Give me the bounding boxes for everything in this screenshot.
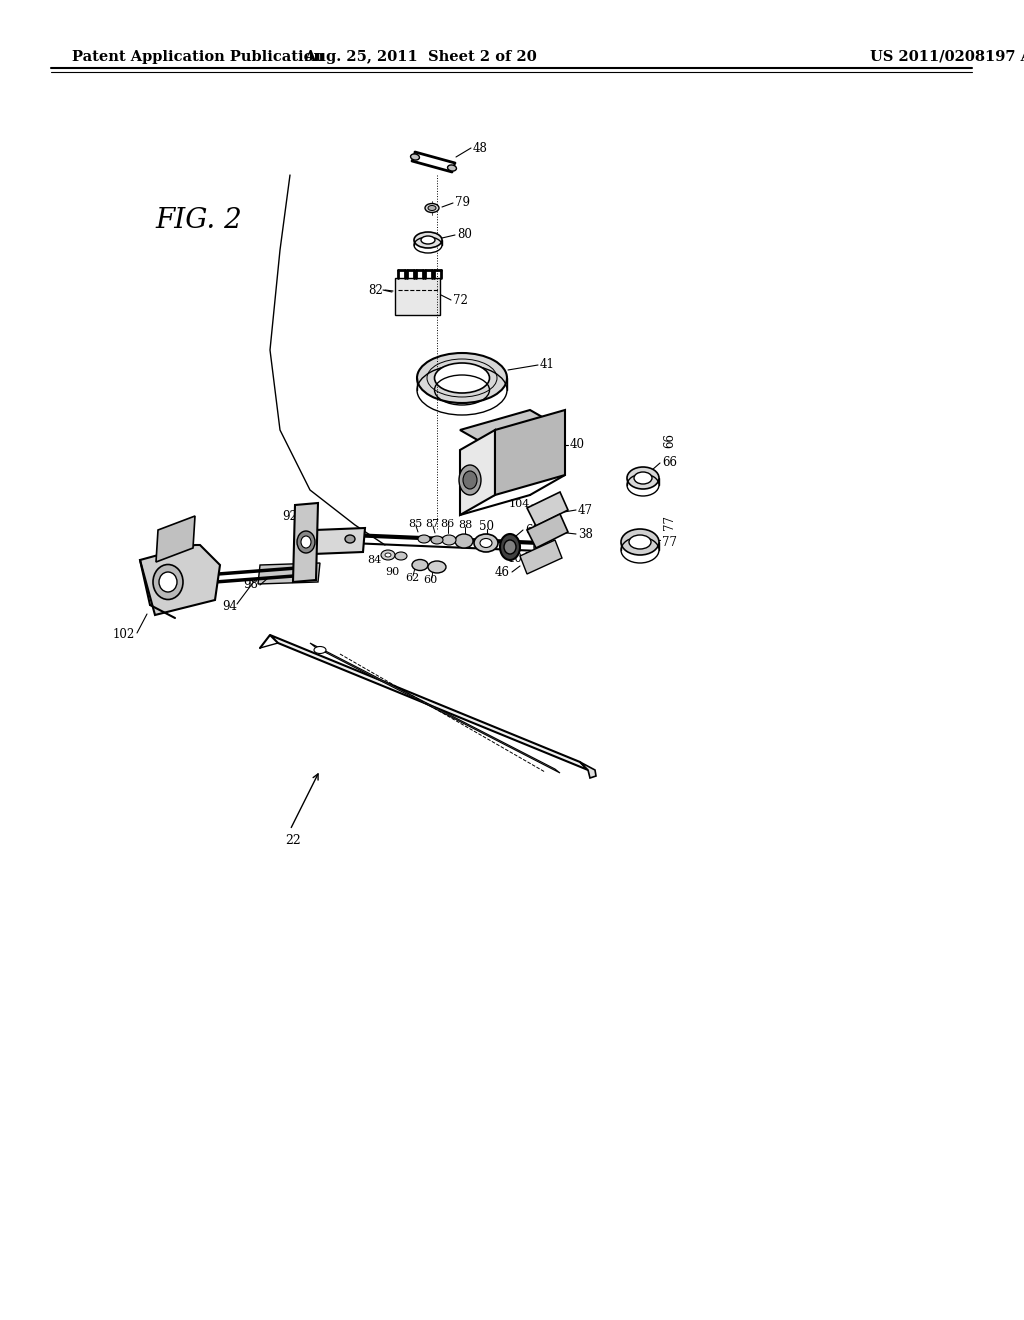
Text: 102: 102 bbox=[113, 628, 135, 642]
Ellipse shape bbox=[385, 553, 391, 557]
Polygon shape bbox=[140, 545, 220, 615]
Ellipse shape bbox=[428, 206, 436, 210]
Text: 38: 38 bbox=[578, 528, 593, 541]
Ellipse shape bbox=[634, 473, 652, 484]
Text: 82: 82 bbox=[369, 284, 383, 297]
Ellipse shape bbox=[345, 535, 355, 543]
Text: 46: 46 bbox=[495, 565, 510, 578]
Text: 84: 84 bbox=[367, 554, 381, 565]
Text: 85: 85 bbox=[408, 519, 422, 529]
Polygon shape bbox=[395, 279, 440, 315]
Ellipse shape bbox=[314, 647, 326, 653]
Ellipse shape bbox=[301, 536, 311, 548]
Text: 77: 77 bbox=[664, 515, 677, 531]
Text: 60: 60 bbox=[423, 576, 437, 585]
Text: US 2011/0208197 A1: US 2011/0208197 A1 bbox=[870, 50, 1024, 63]
Text: 47: 47 bbox=[578, 503, 593, 516]
Text: 79: 79 bbox=[455, 197, 470, 210]
Text: 87: 87 bbox=[425, 519, 439, 529]
Ellipse shape bbox=[474, 535, 498, 552]
Text: 72: 72 bbox=[453, 293, 468, 306]
Text: 90: 90 bbox=[385, 568, 399, 577]
Polygon shape bbox=[527, 492, 568, 525]
Text: 86: 86 bbox=[440, 519, 454, 529]
Text: 104: 104 bbox=[509, 499, 530, 510]
Text: 104: 104 bbox=[508, 552, 530, 565]
Ellipse shape bbox=[381, 550, 395, 560]
Ellipse shape bbox=[459, 465, 481, 495]
Ellipse shape bbox=[627, 467, 659, 488]
Text: 22: 22 bbox=[285, 833, 301, 846]
Ellipse shape bbox=[411, 154, 420, 160]
Text: 94: 94 bbox=[222, 599, 238, 612]
Ellipse shape bbox=[455, 535, 473, 548]
Text: 50: 50 bbox=[479, 520, 495, 533]
Polygon shape bbox=[460, 430, 495, 515]
Polygon shape bbox=[460, 411, 565, 450]
Ellipse shape bbox=[431, 536, 443, 544]
Text: Patent Application Publication: Patent Application Publication bbox=[72, 50, 324, 63]
Text: 68: 68 bbox=[525, 524, 540, 536]
Text: 80: 80 bbox=[457, 228, 472, 242]
Ellipse shape bbox=[447, 165, 457, 172]
Ellipse shape bbox=[463, 471, 477, 488]
Text: 62: 62 bbox=[404, 573, 419, 583]
Ellipse shape bbox=[412, 560, 428, 570]
Ellipse shape bbox=[417, 352, 507, 403]
Text: 88: 88 bbox=[458, 520, 472, 531]
Text: FIG. 2: FIG. 2 bbox=[155, 206, 242, 234]
Polygon shape bbox=[293, 503, 318, 582]
Ellipse shape bbox=[500, 535, 520, 560]
Ellipse shape bbox=[442, 535, 456, 545]
Ellipse shape bbox=[414, 232, 442, 248]
Polygon shape bbox=[580, 762, 596, 777]
Ellipse shape bbox=[418, 535, 430, 543]
Polygon shape bbox=[495, 411, 565, 495]
Text: 41: 41 bbox=[540, 359, 555, 371]
Ellipse shape bbox=[159, 572, 177, 591]
Ellipse shape bbox=[425, 203, 439, 213]
Ellipse shape bbox=[297, 531, 315, 553]
Polygon shape bbox=[313, 528, 365, 554]
Polygon shape bbox=[520, 540, 562, 574]
Polygon shape bbox=[310, 643, 560, 774]
Ellipse shape bbox=[504, 540, 516, 554]
Ellipse shape bbox=[480, 539, 492, 548]
Polygon shape bbox=[156, 516, 195, 562]
Ellipse shape bbox=[621, 529, 659, 554]
Text: 98: 98 bbox=[243, 578, 258, 591]
Ellipse shape bbox=[629, 535, 651, 549]
Text: 66: 66 bbox=[662, 455, 677, 469]
Polygon shape bbox=[258, 564, 319, 583]
Text: 40: 40 bbox=[570, 438, 585, 451]
Ellipse shape bbox=[428, 561, 446, 573]
Ellipse shape bbox=[395, 552, 407, 560]
Text: 48: 48 bbox=[473, 141, 487, 154]
Ellipse shape bbox=[153, 565, 183, 599]
Polygon shape bbox=[527, 513, 568, 548]
Text: 77: 77 bbox=[662, 536, 677, 549]
Ellipse shape bbox=[434, 363, 489, 393]
Text: 92: 92 bbox=[283, 510, 297, 523]
Ellipse shape bbox=[421, 236, 435, 244]
Text: 66: 66 bbox=[664, 433, 677, 447]
Ellipse shape bbox=[534, 539, 546, 554]
Polygon shape bbox=[270, 635, 588, 770]
Text: Aug. 25, 2011  Sheet 2 of 20: Aug. 25, 2011 Sheet 2 of 20 bbox=[304, 50, 537, 63]
